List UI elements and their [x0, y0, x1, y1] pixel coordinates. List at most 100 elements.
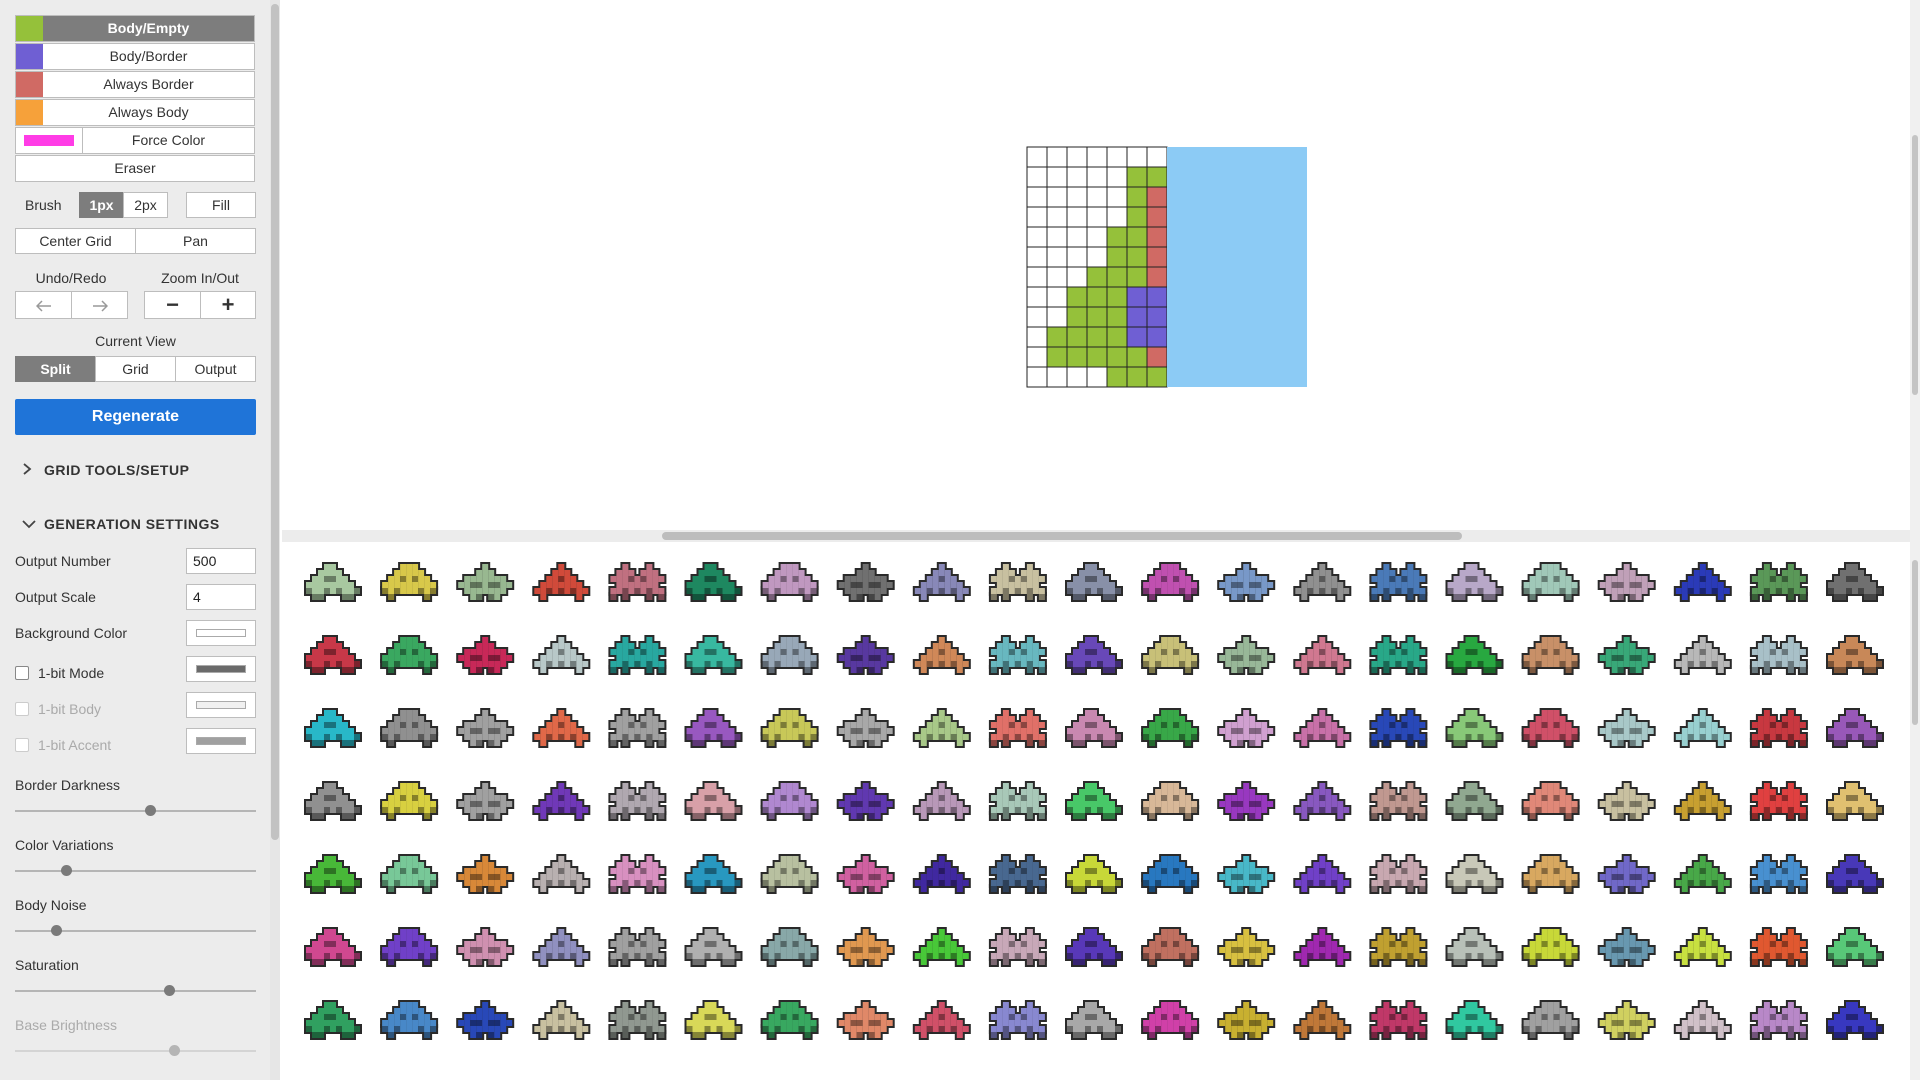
grid-cell[interactable]	[1026, 166, 1048, 188]
palette-always-body[interactable]: Always Body	[15, 99, 255, 126]
base-brightness-slider[interactable]	[15, 1045, 256, 1056]
output-number-input[interactable]: 500	[186, 548, 256, 574]
grid-cell[interactable]	[1106, 266, 1128, 288]
grid-cell[interactable]	[1146, 266, 1168, 288]
grid-cell[interactable]	[1146, 146, 1168, 168]
grid-editor[interactable]	[282, 0, 1910, 530]
grid-cell[interactable]	[1026, 306, 1048, 328]
one-bit-mode-checkbox[interactable]	[15, 666, 29, 680]
grid-cell[interactable]	[1026, 226, 1048, 248]
split-divider[interactable]	[282, 530, 1912, 542]
generation-settings-section-header[interactable]: GENERATION SETTINGS	[22, 516, 220, 532]
grid-cell[interactable]	[1086, 246, 1108, 268]
zoom-in-button[interactable]: +	[200, 291, 256, 319]
sidebar-scrollbar[interactable]	[270, 0, 280, 1080]
grid-cell[interactable]	[1086, 306, 1108, 328]
grid-cell[interactable]	[1146, 326, 1168, 348]
one-bit-accent-checkbox[interactable]	[15, 738, 29, 752]
undo-button[interactable]	[15, 291, 72, 319]
border-darkness-slider[interactable]	[15, 805, 256, 816]
grid-cell[interactable]	[1146, 286, 1168, 308]
grid-cell[interactable]	[1146, 346, 1168, 368]
grid-cell[interactable]	[1086, 226, 1108, 248]
grid-cell[interactable]	[1146, 366, 1168, 388]
grid-cell[interactable]	[1126, 266, 1148, 288]
background-color-picker[interactable]	[186, 620, 256, 646]
slider-thumb[interactable]	[169, 1045, 181, 1056]
slider-thumb[interactable]	[50, 925, 62, 936]
grid-cell[interactable]	[1066, 266, 1088, 288]
palette-force-color[interactable]: Force Color	[15, 127, 255, 154]
grid-cell[interactable]	[1086, 206, 1108, 228]
fill-button[interactable]: Fill	[186, 192, 256, 218]
zoom-out-button[interactable]: −	[144, 291, 201, 319]
sprite-template-grid[interactable]	[1026, 146, 1308, 388]
grid-cell[interactable]	[1106, 166, 1128, 188]
grid-cell[interactable]	[1026, 366, 1048, 388]
one-bit-mode-color-picker[interactable]	[186, 656, 256, 682]
grid-cell[interactable]	[1106, 346, 1128, 368]
grid-cell[interactable]	[1106, 246, 1128, 268]
grid-cell[interactable]	[1046, 146, 1068, 168]
grid-cell[interactable]	[1146, 226, 1168, 248]
center-grid-button[interactable]: Center Grid	[15, 228, 136, 254]
grid-cell[interactable]	[1026, 146, 1048, 168]
grid-cell[interactable]	[1066, 206, 1088, 228]
palette-always-border[interactable]: Always Border	[15, 71, 255, 98]
grid-cell[interactable]	[1126, 346, 1148, 368]
one-bit-body-color-picker[interactable]	[186, 692, 256, 718]
grid-cell[interactable]	[1126, 366, 1148, 388]
grid-cell[interactable]	[1066, 346, 1088, 368]
one-bit-body-checkbox[interactable]	[15, 702, 29, 716]
pan-button[interactable]: Pan	[135, 228, 256, 254]
grid-cell[interactable]	[1046, 346, 1068, 368]
grid-cell[interactable]	[1046, 306, 1068, 328]
grid-cell[interactable]	[1146, 206, 1168, 228]
main-vertical-scrollbar[interactable]	[1910, 0, 1920, 1080]
slider-thumb[interactable]	[144, 805, 156, 816]
grid-cell[interactable]	[1066, 326, 1088, 348]
grid-cell[interactable]	[1066, 186, 1088, 208]
grid-cell[interactable]	[1026, 266, 1048, 288]
grid-cell[interactable]	[1106, 366, 1128, 388]
grid-cell[interactable]	[1126, 246, 1148, 268]
grid-cell[interactable]	[1086, 286, 1108, 308]
grid-cell[interactable]	[1046, 186, 1068, 208]
grid-cell[interactable]	[1106, 306, 1128, 328]
grid-cell[interactable]	[1146, 246, 1168, 268]
grid-cell[interactable]	[1026, 206, 1048, 228]
grid-cell[interactable]	[1126, 326, 1148, 348]
palette-eraser[interactable]: Eraser	[15, 155, 255, 182]
grid-cell[interactable]	[1026, 346, 1048, 368]
grid-cell[interactable]	[1066, 246, 1088, 268]
slider-thumb[interactable]	[164, 985, 176, 996]
grid-cell[interactable]	[1066, 286, 1088, 308]
grid-cell[interactable]	[1126, 286, 1148, 308]
grid-cell[interactable]	[1146, 186, 1168, 208]
grid-cell[interactable]	[1066, 166, 1088, 188]
grid-cell[interactable]	[1086, 266, 1108, 288]
grid-cell[interactable]	[1046, 166, 1068, 188]
grid-cell[interactable]	[1046, 206, 1068, 228]
view-grid-button[interactable]: Grid	[95, 356, 176, 382]
grid-cell[interactable]	[1106, 206, 1128, 228]
grid-cell[interactable]	[1066, 306, 1088, 328]
grid-cell[interactable]	[1066, 226, 1088, 248]
palette-body-border[interactable]: Body/Border	[15, 43, 255, 70]
grid-cell[interactable]	[1146, 306, 1168, 328]
sidebar-scroll-thumb[interactable]	[271, 4, 279, 840]
grid-cell[interactable]	[1046, 366, 1068, 388]
brush-2px-button[interactable]: 2px	[123, 192, 168, 218]
grid-cell[interactable]	[1126, 206, 1148, 228]
regenerate-button[interactable]: Regenerate	[15, 399, 256, 435]
grid-cell[interactable]	[1126, 306, 1148, 328]
editor-scroll-thumb[interactable]	[1912, 135, 1918, 395]
grid-cell[interactable]	[1106, 326, 1128, 348]
grid-tools-section-header[interactable]: GRID TOOLS/SETUP	[22, 462, 189, 478]
output-scale-input[interactable]: 4	[186, 584, 256, 610]
grid-cell[interactable]	[1046, 266, 1068, 288]
grid-cell[interactable]	[1026, 326, 1048, 348]
grid-cell[interactable]	[1086, 186, 1108, 208]
grid-cell[interactable]	[1106, 186, 1128, 208]
grid-cell[interactable]	[1086, 166, 1108, 188]
